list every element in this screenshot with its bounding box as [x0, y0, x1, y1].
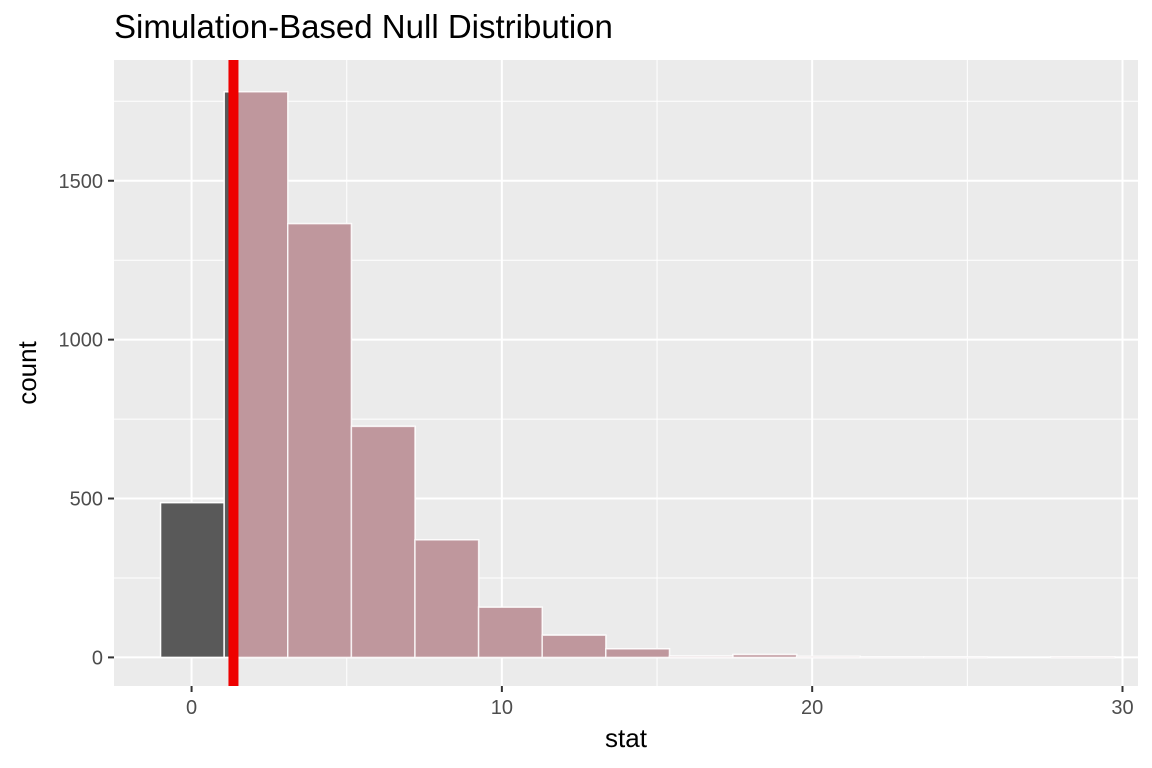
- y-tick-label: 1000: [59, 330, 104, 352]
- shaded-bar: [350, 425, 416, 659]
- shaded-bar: [477, 606, 543, 659]
- x-tick-label: 30: [1111, 697, 1133, 719]
- x-tick-label: 0: [186, 697, 197, 719]
- shaded-bar: [605, 648, 671, 659]
- histogram-bar: [159, 501, 225, 659]
- shaded-bar: [732, 653, 798, 659]
- y-tick-label: 0: [92, 647, 103, 669]
- x-tick-label: 20: [801, 697, 823, 719]
- axes: 0 10 20 30 0 500 1000 1500: [59, 171, 1134, 719]
- shaded-bar: [541, 634, 607, 659]
- x-tick-label: 10: [491, 697, 513, 719]
- shaded-region: [232, 91, 1116, 659]
- shaded-bar: [287, 222, 353, 659]
- shaded-bar: [795, 655, 862, 659]
- shaded-bar: [1050, 656, 1116, 659]
- y-tick-label: 500: [70, 489, 103, 511]
- y-tick-label: 1500: [59, 171, 104, 193]
- x-axis-title: stat: [605, 723, 648, 753]
- shaded-bar: [668, 655, 734, 659]
- y-axis-title: count: [12, 340, 42, 404]
- chart-title: Simulation-Based Null Distribution: [114, 8, 613, 45]
- shaded-bar: [414, 539, 480, 659]
- shaded-bar: [232, 91, 289, 659]
